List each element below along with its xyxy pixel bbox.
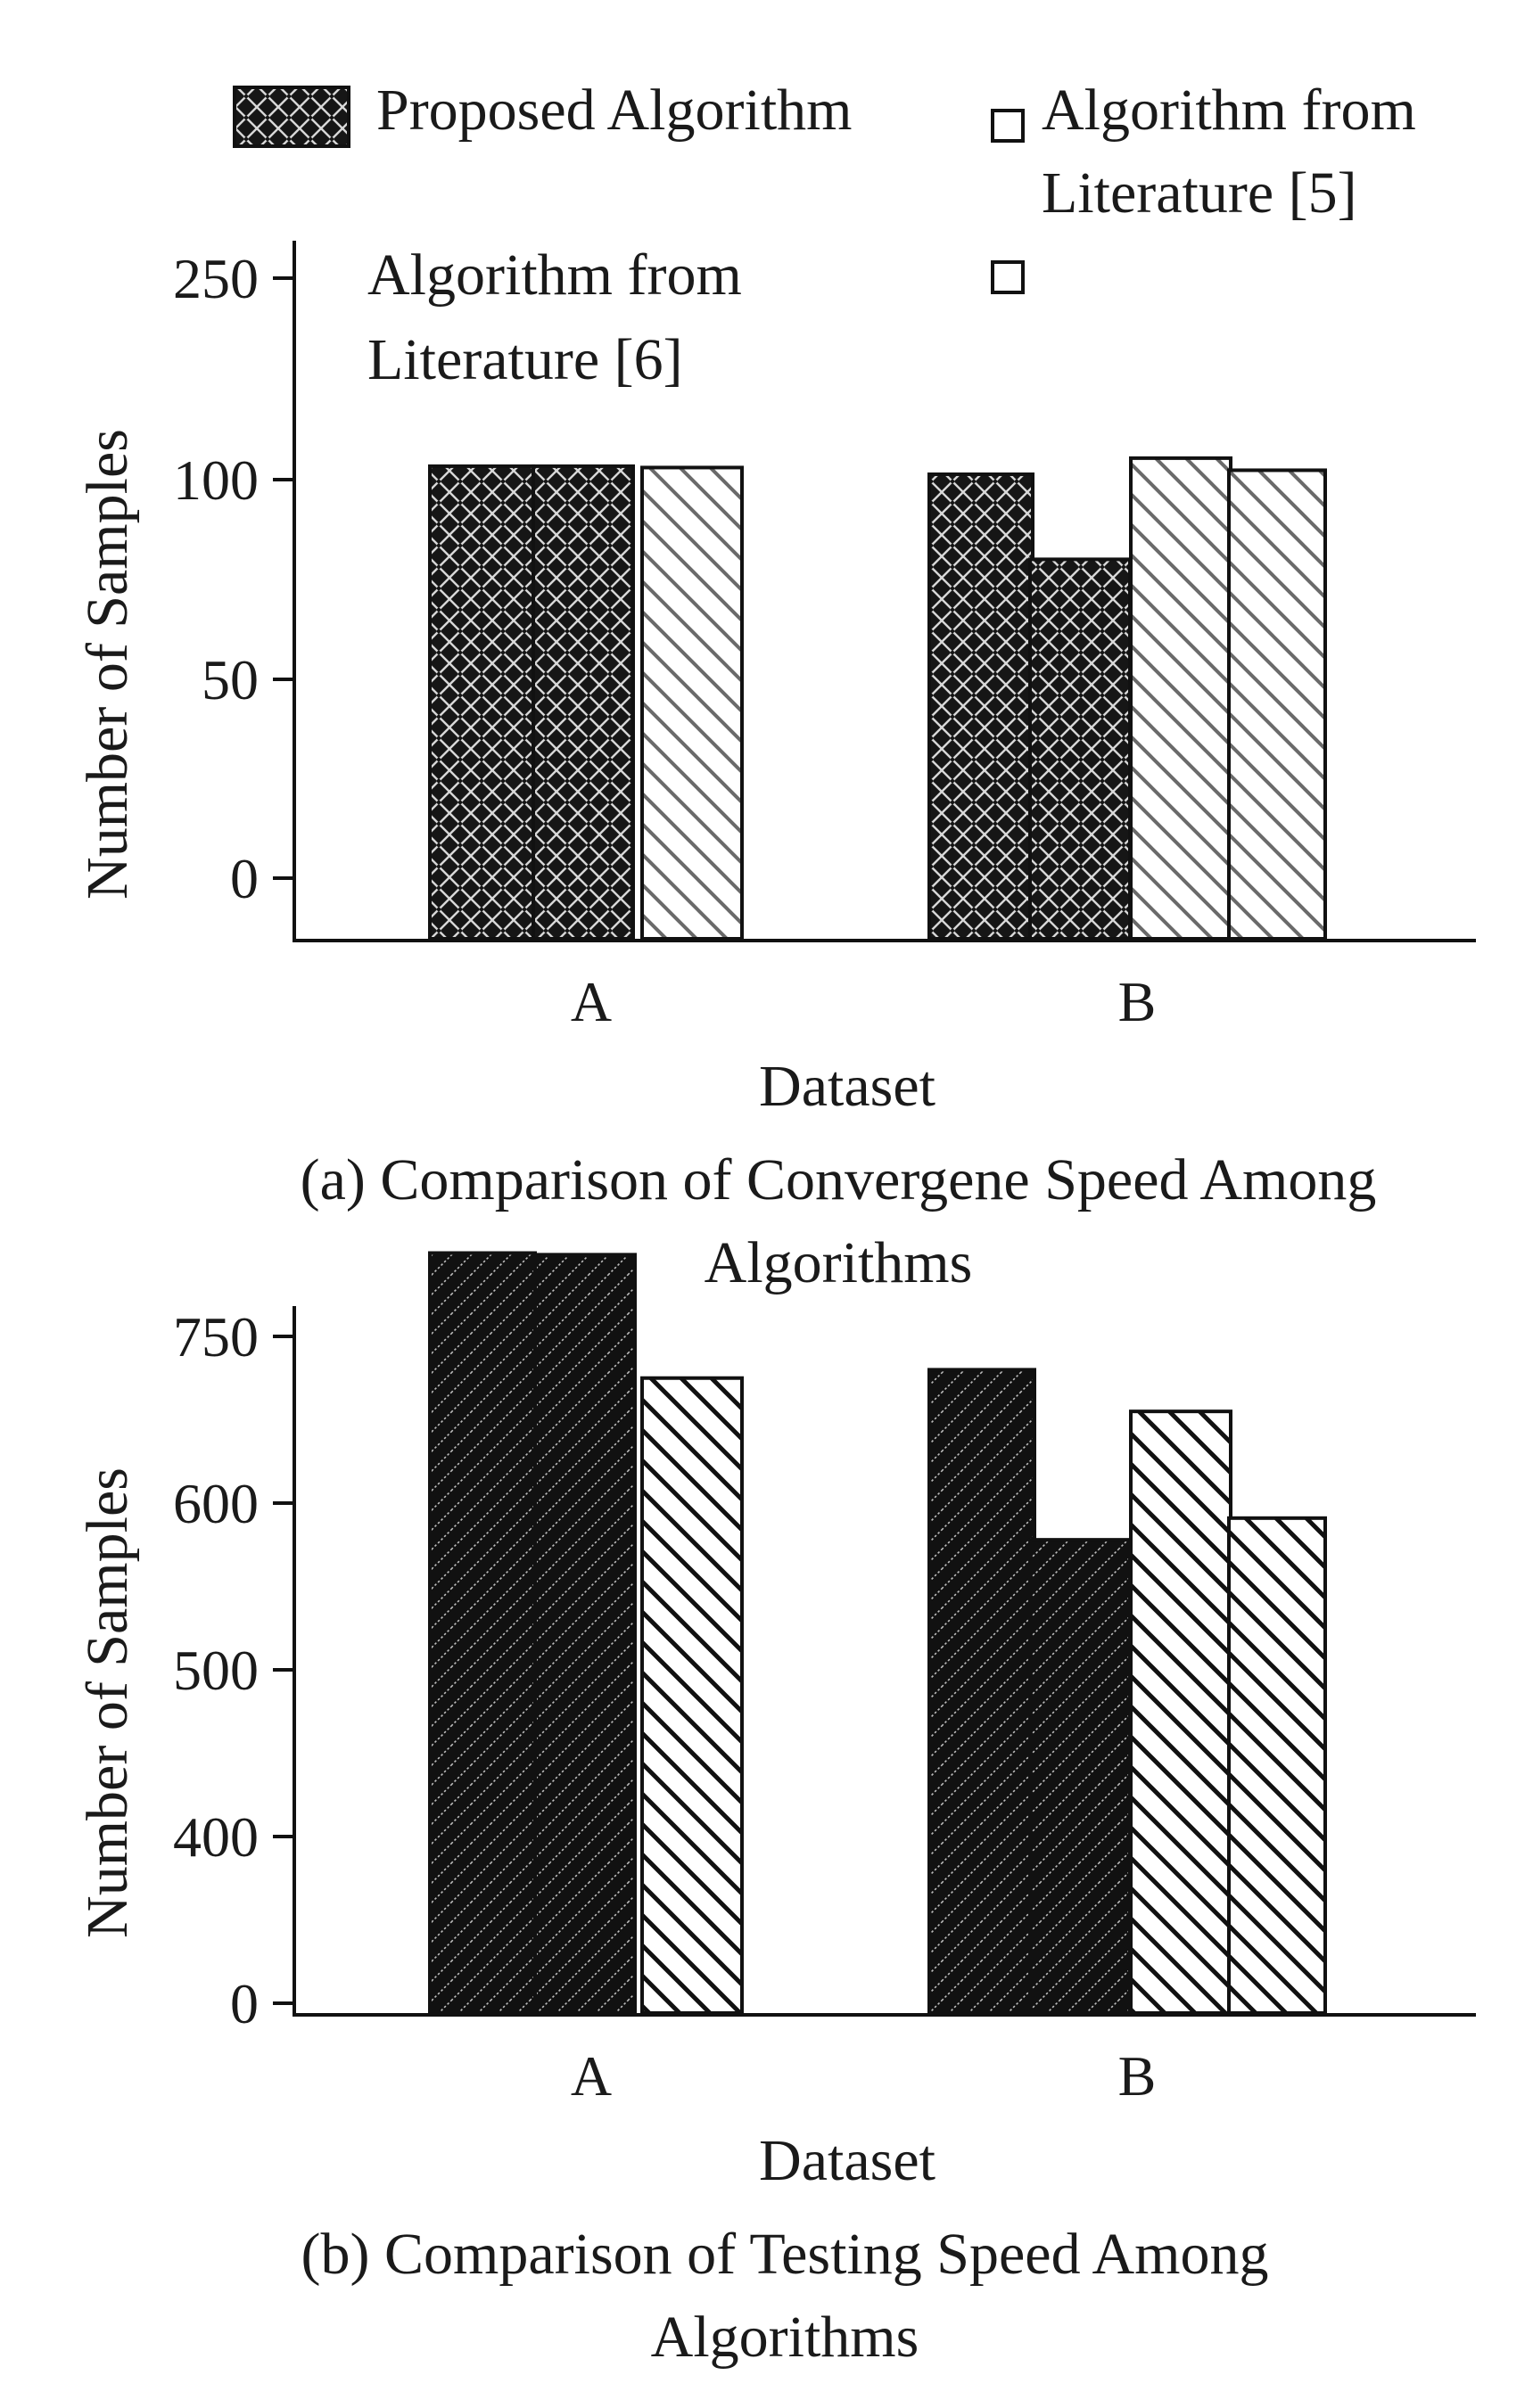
chart-b-bars [430,1253,1325,2014]
legend-entry-literature-5[interactable]: Algorithm from Literature [5] [993,78,1416,226]
chart-a-ylabel: Number of Samples [75,429,140,900]
chart-a-bars [430,458,1325,939]
chart-b-ytick-label: 0 [230,1972,259,2035]
chart-a-bar-B-series3 [1131,458,1231,939]
chart-b-y-ticks: 0 400 500 600 750 [173,1305,294,2035]
chart-b-bar-B-series3 [1131,1411,1231,2013]
chart-b-ylabel: Number of Samples [75,1467,140,1938]
legend-label-literature-6-line1: Algorithm from [367,242,742,308]
chart-b-title-line2: Algorithms [651,2305,919,2370]
chart-a-bar-B-series4 [1229,470,1325,939]
chart-a-bar-B-series2 [1030,559,1130,939]
legend-entry-literature-6[interactable]: Algorithm from Literature [6] [367,242,1023,392]
chart-b-xtick-B: B [1118,2044,1157,2108]
chart-a-ytick-label: 250 [173,247,259,310]
figure: Proposed Algorithm Algorithm from Litera… [0,0,1533,2408]
chart-b-bar-B-series4 [1229,1518,1325,2013]
chart-a-y-ticks: 0 50 100 250 [173,247,294,910]
chart-b-bar-A-series1 [430,1253,535,2014]
chart-a-ytick-label: 0 [230,847,259,910]
chart-b-title-line1: (b) Comparison of Testing Speed Among [301,2222,1269,2287]
legend-label-proposed: Proposed Algorithm [376,78,853,143]
chart-b-bar-B-series2 [1030,1540,1130,2013]
empty-square-icon [993,262,1023,292]
chart-b-xlabel: Dataset [759,2128,935,2193]
chart-b-xtick-A: A [571,2044,612,2108]
chart-a-ytick-label: 50 [202,648,259,711]
chart-b-ytick-label: 750 [173,1305,259,1368]
chart-b-ytick-label: 400 [173,1805,259,1869]
chart-a-bar-B-series1 [929,474,1033,939]
chart-a-bar-A-series3 [642,467,742,939]
chart-b: 0 400 500 600 750 A B Dataset Number of Samp… [75,1253,1476,2371]
chart-b-ytick-label: 500 [173,1639,259,1702]
legend-entry-proposed[interactable]: Proposed Algorithm [235,78,853,146]
chart-b-ytick-label: 600 [173,1472,259,1535]
legend: Proposed Algorithm Algorithm from Litera… [235,78,1416,392]
chart-a-bar-A-series1 [430,466,533,939]
legend-label-literature-5-line2: Literature [5] [1042,160,1357,226]
chart-a-title-line1: (a) Comparison of Convergene Speed Among [301,1147,1377,1212]
chart-a-xtick-B: B [1118,970,1157,1033]
chart-b-bar-A-series2 [535,1254,635,2013]
chart-b-bar-A-series3 [642,1378,742,2013]
legend-label-literature-6-line2: Literature [6] [367,327,683,392]
empty-square-icon [993,111,1023,141]
cross-hatch-icon [235,87,349,146]
legend-label-literature-5-line1: Algorithm from [1042,78,1416,143]
chart-a-xtick-A: A [571,970,612,1033]
chart-a-ytick-label: 100 [173,448,259,512]
chart-a-title-line2: Algorithms [705,1230,973,1295]
chart-a-bar-A-series2 [533,466,633,939]
chart-a-xlabel: Dataset [759,1054,935,1119]
chart-b-bar-B-series1 [929,1369,1034,2013]
